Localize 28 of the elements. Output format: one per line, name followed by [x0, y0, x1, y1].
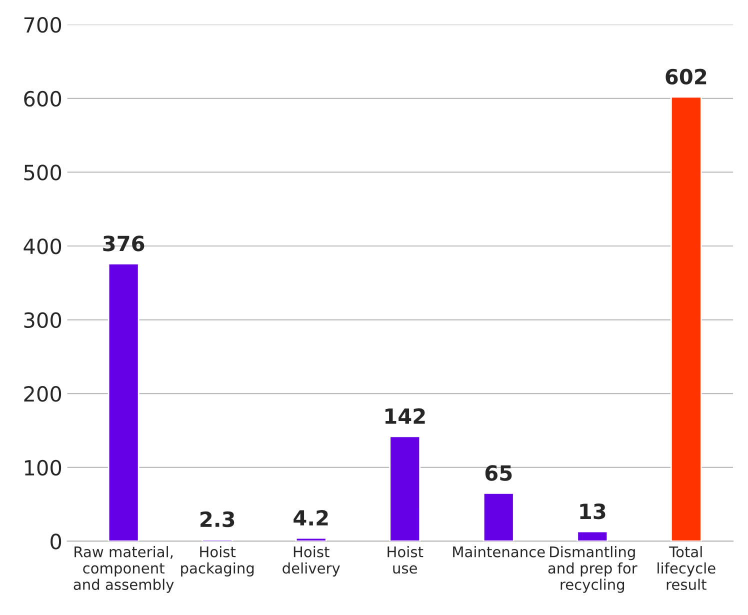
x-tick-label: Hoist delivery: [282, 546, 340, 577]
bar: [295, 537, 327, 542]
y-tick-label: 600: [24, 90, 62, 107]
data-label: 142: [385, 408, 425, 424]
x-tick-label: Hoist use: [388, 546, 424, 574]
y-tick-label: 200: [24, 386, 62, 402]
bar: [670, 96, 702, 542]
data-label: 65: [485, 465, 512, 481]
y-tick-label: 100: [24, 460, 62, 476]
bar: [482, 492, 514, 542]
data-label: 4.2: [294, 510, 328, 526]
bar: [389, 436, 421, 542]
y-tick-label: 400: [24, 238, 62, 254]
x-tick-label: Total lifecycle result: [658, 546, 716, 590]
y-tick-label: 500: [24, 164, 62, 180]
y-tick-label: 0: [50, 534, 62, 550]
x-tick-label: Raw material, component and assembly: [74, 546, 174, 593]
x-tick-label: Hoist packaging: [181, 546, 254, 577]
bar: [108, 263, 140, 542]
y-tick-label: 700: [24, 17, 62, 33]
x-tick-label: Maintenance: [453, 546, 545, 558]
data-label: 376: [103, 236, 144, 252]
x-tick-label: Dismantling and prep for recycling: [548, 546, 638, 593]
y-tick-label: 300: [24, 312, 62, 328]
bar: [576, 530, 608, 542]
data-label: 2.3: [200, 511, 234, 528]
data-label: 602: [666, 68, 706, 85]
data-label: 13: [580, 503, 606, 520]
